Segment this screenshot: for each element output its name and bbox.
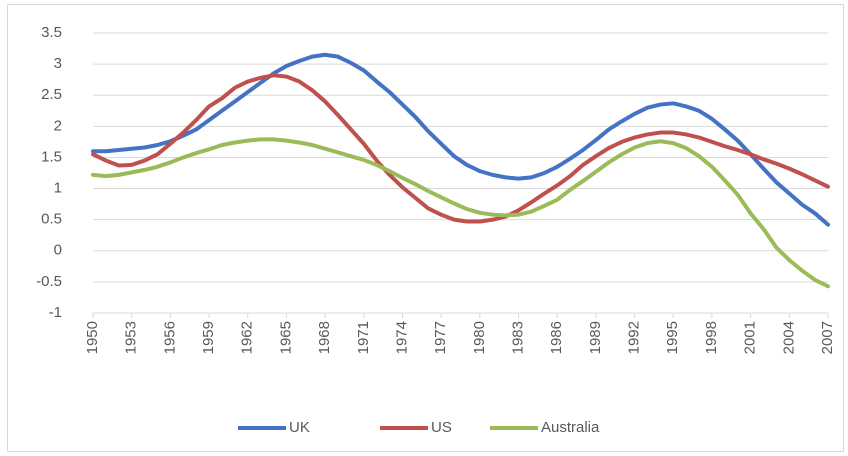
chart-border xyxy=(7,4,844,452)
y-tick-label: 1.5 xyxy=(41,148,62,165)
legend-label: Australia xyxy=(541,419,600,436)
y-tick-label: -1 xyxy=(49,304,62,321)
series-line xyxy=(91,73,830,224)
y-tick-label: 0.5 xyxy=(41,211,62,228)
series-line xyxy=(91,52,830,227)
y-tick-label: 2.5 xyxy=(41,86,62,103)
x-tick-label: 1965 xyxy=(277,321,294,354)
legend-label: US xyxy=(431,419,452,436)
x-tick-label: 1956 xyxy=(161,321,178,354)
x-tick-label: 1959 xyxy=(200,321,217,354)
y-tick-label: 0 xyxy=(54,242,62,259)
x-tick-label: 1977 xyxy=(432,321,449,354)
x-tick-label: 2004 xyxy=(780,321,797,354)
y-tick-label: 2 xyxy=(54,117,62,134)
x-tick-label: 1953 xyxy=(123,321,140,354)
x-tick-label: 1974 xyxy=(393,321,410,354)
y-tick-label: 1 xyxy=(54,180,62,197)
x-tick-label: 2007 xyxy=(819,321,836,354)
x-tick-label: 1983 xyxy=(509,321,526,354)
y-tick-label: 3.5 xyxy=(41,24,62,41)
x-tick-label: 1971 xyxy=(355,321,372,354)
x-tick-label: 1989 xyxy=(587,321,604,354)
x-tick-label: 1950 xyxy=(84,321,101,354)
x-tick-label: 1968 xyxy=(316,321,333,354)
y-tick-label: -0.5 xyxy=(36,273,62,290)
x-tick-label: 1992 xyxy=(626,321,643,354)
x-tick-label: 1995 xyxy=(664,321,681,354)
x-tick-label: 2001 xyxy=(742,321,759,354)
x-tick-label: 1980 xyxy=(471,321,488,354)
y-tick-label: 3 xyxy=(54,55,62,72)
series-line xyxy=(91,137,830,289)
x-tick-label: 1962 xyxy=(239,321,256,354)
legend-label: UK xyxy=(289,419,310,436)
x-tick-label: 1998 xyxy=(703,321,720,354)
x-tick-label: 1986 xyxy=(548,321,565,354)
